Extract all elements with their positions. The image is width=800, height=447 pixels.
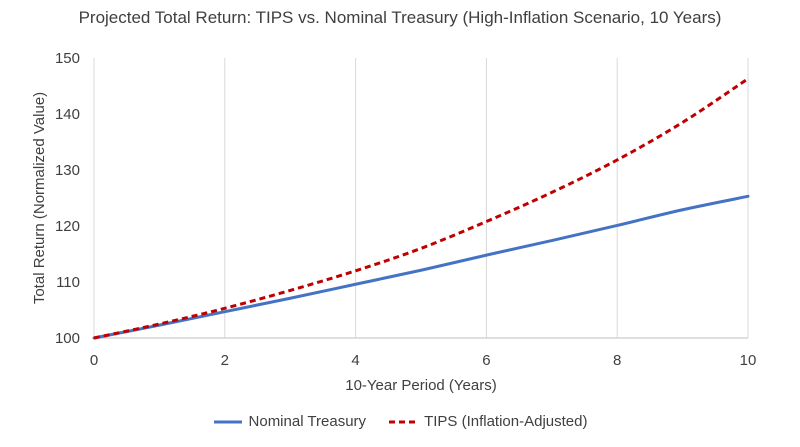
- y-tick-label-120: 120: [55, 218, 80, 235]
- chart-title: Projected Total Return: TIPS vs. Nominal…: [78, 8, 722, 27]
- x-tick-label-0: 0: [90, 352, 98, 369]
- legend-item-tips: TIPS (Inflation-Adjusted): [388, 413, 587, 430]
- y-tick-label-150: 150: [55, 50, 80, 67]
- y-tick-label-100: 100: [55, 330, 80, 347]
- x-tick-label-2: 2: [221, 352, 229, 369]
- legend-swatch: [213, 420, 242, 423]
- y-axis-title: Total Return (Normalized Value): [31, 92, 48, 304]
- legend-swatch: [389, 420, 418, 423]
- x-tick-label-6: 6: [482, 352, 490, 369]
- y-tick-label-130: 130: [55, 162, 80, 179]
- chart-legend: Nominal Treasury TIPS (Inflation-Adjusted…: [0, 413, 800, 430]
- legend-label: TIPS (Inflation-Adjusted): [424, 413, 588, 430]
- x-tick-label-4: 4: [351, 352, 359, 369]
- series-line-nominal-treasury: [92, 194, 750, 340]
- legend-item-nominal-treasury: Nominal Treasury: [213, 413, 367, 430]
- x-tick-label-10: 10: [740, 352, 757, 369]
- series-line-tips: [93, 77, 749, 340]
- y-tick-label-140: 140: [55, 106, 80, 123]
- y-tick-label-110: 110: [56, 274, 80, 291]
- x-axis-title: 10-Year Period (Years): [345, 377, 496, 394]
- legend-label: Nominal Treasury: [248, 413, 367, 430]
- x-tick-label-8: 8: [613, 352, 621, 369]
